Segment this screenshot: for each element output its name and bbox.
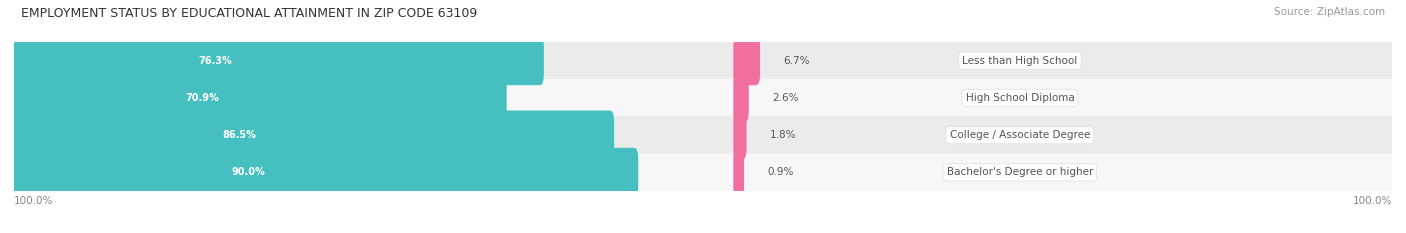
FancyBboxPatch shape (10, 73, 506, 123)
Bar (14, 154, 1392, 191)
Text: College / Associate Degree: College / Associate Degree (949, 130, 1090, 140)
Bar (14, 79, 1392, 116)
Text: 86.5%: 86.5% (222, 130, 256, 140)
FancyBboxPatch shape (734, 148, 744, 197)
FancyBboxPatch shape (734, 36, 761, 85)
Text: Less than High School: Less than High School (962, 56, 1077, 65)
FancyBboxPatch shape (734, 73, 749, 123)
Bar (14, 42, 1392, 79)
Bar (14, 116, 1392, 154)
Text: EMPLOYMENT STATUS BY EDUCATIONAL ATTAINMENT IN ZIP CODE 63109: EMPLOYMENT STATUS BY EDUCATIONAL ATTAINM… (21, 7, 478, 20)
Text: 70.9%: 70.9% (186, 93, 219, 103)
Text: 100.0%: 100.0% (1353, 195, 1392, 206)
Text: 1.8%: 1.8% (770, 130, 796, 140)
FancyBboxPatch shape (10, 148, 638, 197)
FancyBboxPatch shape (10, 110, 614, 160)
Text: 2.6%: 2.6% (772, 93, 799, 103)
Text: Source: ZipAtlas.com: Source: ZipAtlas.com (1274, 7, 1385, 17)
Text: Bachelor's Degree or higher: Bachelor's Degree or higher (946, 168, 1092, 177)
FancyBboxPatch shape (10, 36, 544, 85)
FancyBboxPatch shape (734, 110, 747, 160)
Text: 90.0%: 90.0% (231, 168, 264, 177)
Text: 0.9%: 0.9% (768, 168, 794, 177)
Text: 76.3%: 76.3% (198, 56, 232, 65)
Text: 6.7%: 6.7% (783, 56, 810, 65)
Text: 100.0%: 100.0% (14, 195, 53, 206)
Text: High School Diploma: High School Diploma (966, 93, 1074, 103)
